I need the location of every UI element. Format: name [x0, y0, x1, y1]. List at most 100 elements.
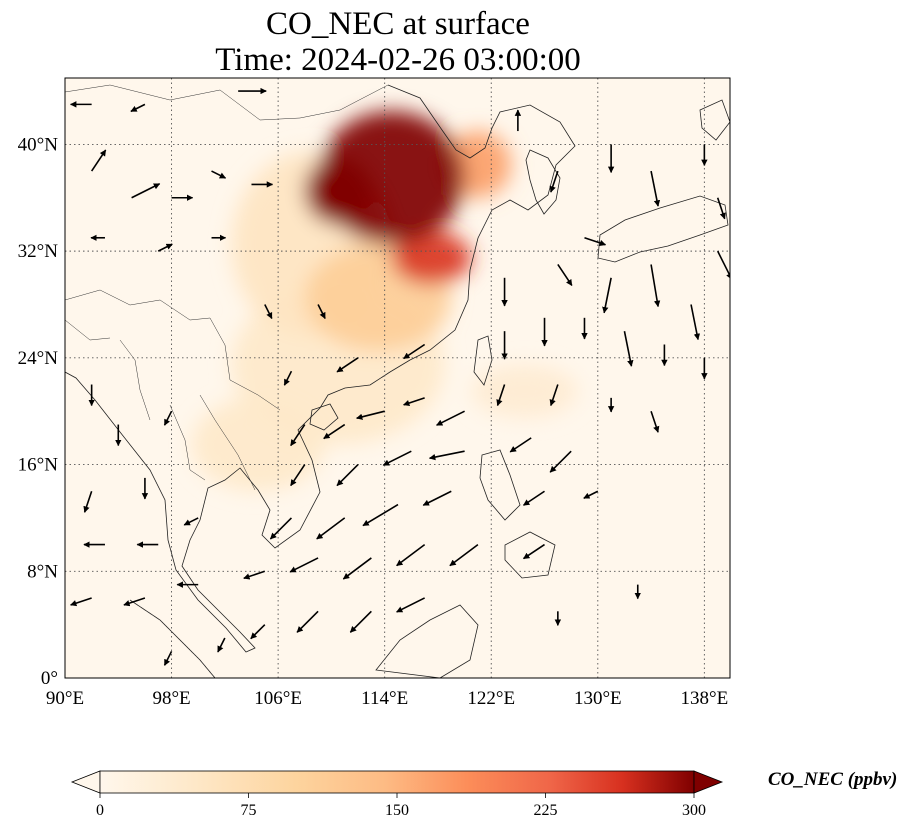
lon-tick-label: 122°E: [467, 688, 515, 709]
title-line-1: CO_NEC at surface: [266, 6, 530, 42]
wind-arrow: [509, 437, 532, 453]
wind-arrow: [403, 397, 425, 407]
wind-arrow: [650, 170, 661, 207]
wind-arrow: [428, 450, 465, 461]
wind-arrow: [342, 557, 372, 580]
country-borders: [65, 84, 389, 491]
wind-arrow: [549, 384, 559, 407]
coastline-taiwan: [473, 335, 493, 386]
wind-arrow: [290, 424, 306, 447]
wind-arrow: [90, 149, 107, 172]
colorbar-extend-max: [693, 770, 724, 794]
wind-arrow: [290, 464, 306, 487]
wind-arrow: [362, 503, 399, 527]
wind-arrow: [549, 170, 559, 193]
lon-tick-label: 98°E: [152, 688, 190, 709]
colorbar-extend-min: [70, 770, 101, 794]
wind-arrow: [163, 410, 173, 426]
wind-arrow: [716, 250, 730, 280]
wind-arrow: [382, 450, 412, 466]
wind-arrow: [211, 170, 227, 179]
lat-tick-label: 40°N: [18, 134, 59, 155]
wind-arrow: [336, 357, 359, 373]
plume-8: [471, 364, 578, 418]
colorbar-tick-label: 150: [385, 802, 409, 819]
wind-arrow: [557, 264, 573, 286]
longitude-tick-labels: 90°E 98°E 106°E 114°E 122°E 130°E 138°E: [46, 688, 728, 709]
wind-arrow: [70, 597, 92, 607]
lat-tick-label: 8°N: [27, 561, 58, 582]
wind-arrow: [436, 410, 465, 426]
coastline-japan: [597, 195, 729, 263]
coastline-hokkaido: [699, 99, 730, 141]
colorbar-tick-label: 75: [241, 802, 257, 819]
colorbar-tick-label: 225: [534, 802, 558, 819]
wind-arrow: [583, 490, 599, 499]
lon-tick-label: 114°E: [361, 688, 408, 709]
lon-tick-label: 130°E: [574, 688, 622, 709]
colorbar: 0 75 150 225 300: [70, 770, 724, 819]
wind-arrow: [716, 197, 726, 220]
wind-arrow: [623, 331, 634, 367]
lat-tick-label: 0°: [41, 668, 58, 689]
wind-arrow: [163, 650, 173, 666]
wind-arrow: [549, 450, 572, 473]
wind-arrow: [349, 610, 372, 633]
wind-arrow: [183, 517, 199, 526]
wind-arrow: [250, 624, 266, 640]
wind-arrow: [522, 543, 545, 560]
coastline-asia: [65, 84, 576, 653]
wind-arrow: [264, 304, 273, 320]
lon-tick-label: 106°E: [254, 688, 302, 709]
wind-arrow: [131, 183, 161, 199]
coastline-borneo: [375, 604, 479, 678]
coastline-luzon: [479, 449, 521, 521]
coastline-hainan: [309, 403, 339, 431]
colorbar-tick-label: 0: [96, 802, 104, 819]
wind-arrow: [602, 277, 612, 314]
lat-tick-label: 16°N: [18, 455, 59, 476]
wind-arrow: [396, 597, 425, 613]
wind-arrow: [522, 490, 545, 506]
map-frame: [64, 77, 731, 679]
wind-arrow: [316, 517, 346, 540]
wind-arrow: [356, 410, 385, 420]
wind-arrow: [496, 384, 506, 407]
wind-arrow: [449, 543, 479, 567]
wind-arrow: [123, 597, 146, 607]
lon-tick-label: 138°E: [681, 688, 729, 709]
wind-arrow: [422, 490, 452, 506]
coastline-sumatra: [129, 599, 216, 678]
wind-arrow: [243, 570, 266, 580]
wind-arrow: [690, 304, 701, 341]
wind-arrow: [217, 637, 226, 653]
wind-arrow: [157, 243, 173, 252]
lat-tick-label: 32°N: [18, 241, 59, 262]
wind-arrow: [584, 237, 607, 246]
lat-tick-label: 24°N: [18, 348, 59, 369]
wind-arrow: [130, 103, 146, 113]
wind-arrow: [296, 610, 319, 633]
coastline-korea: [525, 149, 561, 215]
wind-vectors: [69, 87, 730, 666]
colorbar-tick-label: 300: [682, 802, 706, 819]
coastlines: [65, 84, 730, 678]
concentration-field: [191, 111, 578, 492]
title-line-2: Time: 2024-02-26 03:00:00: [215, 42, 581, 78]
wind-arrow: [289, 557, 319, 573]
plume-6: [191, 397, 325, 492]
wind-arrow: [403, 343, 426, 360]
lon-tick-label: 90°E: [46, 688, 84, 709]
wind-arrow: [396, 543, 426, 567]
wind-arrow: [83, 490, 93, 513]
colorbar-title: CO_NEC (ppbv): [768, 769, 898, 790]
wind-arrow: [317, 304, 326, 320]
wind-arrow: [650, 410, 660, 433]
wind-arrow: [269, 517, 293, 540]
plume-2: [391, 231, 472, 285]
wind-arrow: [323, 423, 346, 440]
plume-1: [304, 157, 372, 225]
latitude-tick-labels: 0° 8°N 16°N 24°N 32°N 40°N: [18, 134, 59, 689]
wind-arrow: [336, 463, 359, 487]
